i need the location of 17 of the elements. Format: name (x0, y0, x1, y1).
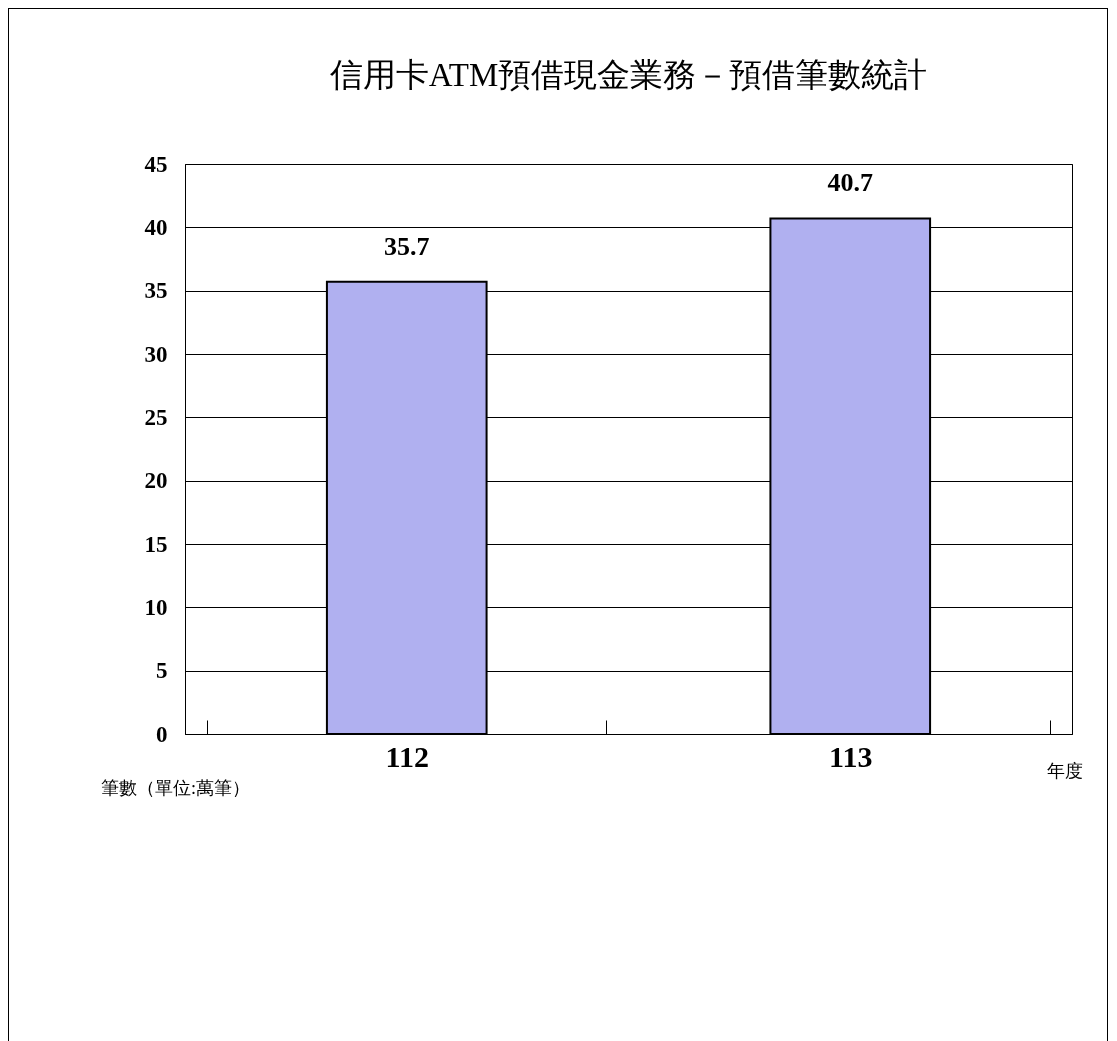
y-tick-label: 20 (144, 468, 168, 494)
y-tick-label: 5 (156, 658, 168, 684)
x-axis-title: 年度 (1046, 760, 1083, 781)
data-label: 40.7 (827, 168, 873, 198)
y-tick-label: 25 (144, 404, 168, 430)
data-label: 35.7 (384, 231, 430, 261)
y-tick-label: 15 (144, 531, 168, 557)
y-tick-label: 30 (144, 341, 168, 367)
y-tick-label: 10 (144, 594, 168, 620)
y-axis-title: 筆數（單位:萬筆） (100, 777, 251, 798)
y-tick-label: 35 (144, 278, 168, 304)
y-tick-label: 40 (144, 214, 168, 240)
y-tick-label: 45 (144, 151, 168, 177)
x-tick-label: 112 (385, 739, 429, 773)
x-tick-label: 113 (829, 739, 873, 773)
y-tick-label: 0 (156, 721, 168, 747)
chart-title: 信用卡ATM預借現金業務－預借筆數統計 (329, 57, 928, 93)
